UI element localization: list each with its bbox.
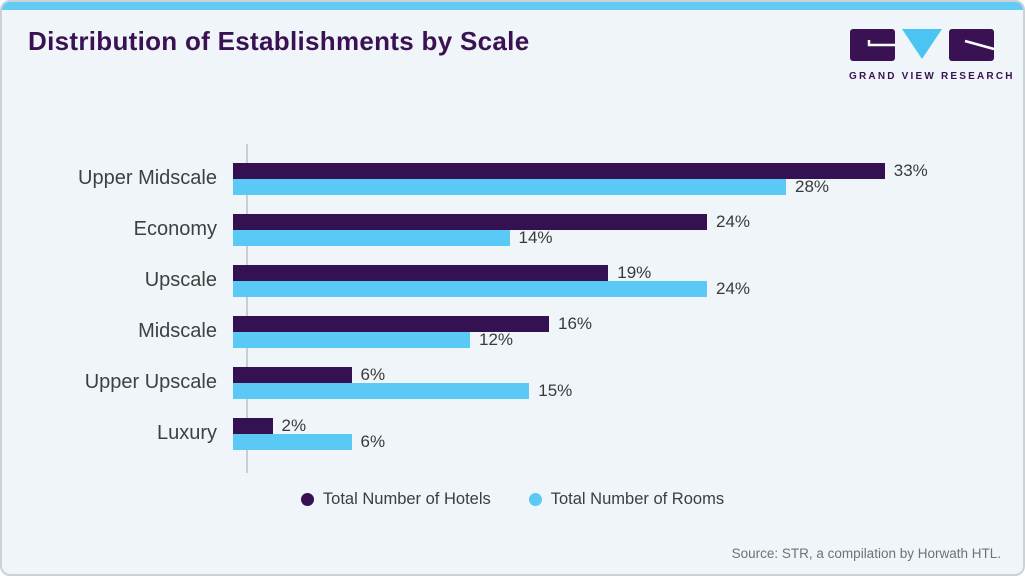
rooms-legend-dot-icon [528, 493, 542, 506]
bar-hotels [233, 366, 352, 383]
bar-line: 33% [233, 160, 928, 180]
bar-rooms [233, 331, 470, 348]
bar-line: 6% [233, 431, 386, 451]
value-label: 6% [360, 431, 386, 451]
bar-line: 16% [233, 313, 593, 333]
chart-row: Upper Upscale 6% 15% [2, 357, 1023, 408]
bar-line: 24% [233, 211, 751, 231]
bar-hotels [233, 264, 609, 281]
bar-rooms [233, 280, 707, 297]
bar-rooms [233, 178, 786, 195]
bar-group: 2% 6% [233, 415, 386, 451]
bar-line: 19% [233, 262, 750, 282]
category-label: Economy [133, 218, 217, 240]
value-label: 12% [479, 329, 514, 349]
bar-hotels [233, 315, 549, 332]
bar-line: 6% [233, 364, 572, 384]
bar-chart: Upper Midscale 33% 28% Economy 24% 14% Upscale… [2, 153, 1023, 459]
category-label: Luxury [156, 422, 217, 444]
logo-brand-text: GRAND VIEW RESEARCH [849, 71, 1015, 82]
value-label: 2% [281, 415, 307, 435]
hotels-legend-dot-icon [300, 493, 314, 506]
value-label: 15% [538, 380, 573, 400]
top-accent-strip [2, 2, 1023, 10]
legend-item-rooms: Total Number of Rooms [528, 490, 725, 509]
chart-row: Midscale 16% 12% [2, 306, 1023, 357]
y-axis-line [246, 144, 248, 473]
bar-hotels [233, 162, 885, 179]
category-label: Midscale [138, 320, 217, 342]
bar-rooms [233, 382, 530, 399]
legend-label: Total Number of Rooms [550, 490, 725, 508]
bar-rooms [233, 433, 352, 450]
page-title: Distribution of Establishments by Scale [28, 26, 530, 56]
bar-group: 6% 15% [233, 364, 573, 400]
bar-group: 24% 14% [233, 211, 751, 247]
bar-line: 15% [233, 380, 573, 400]
bar-line: 12% [233, 329, 592, 349]
bar-hotels [233, 213, 707, 230]
category-label: Upper Midscale [78, 167, 217, 189]
value-label: 14% [518, 227, 553, 247]
legend-label: Total Number of Hotels [322, 490, 491, 508]
value-label: 24% [716, 278, 751, 298]
chart-legend: Total Number of Hotels Total Number of R… [2, 490, 1023, 509]
bar-line: 14% [233, 227, 750, 247]
bar-line: 28% [233, 176, 928, 196]
chart-row: Economy 24% 14% [2, 204, 1023, 255]
bar-line: 24% [233, 278, 751, 298]
gvr-logo: GRAND VIEW RESEARCH [849, 28, 1015, 82]
chart-row: Upper Midscale 33% 28% [2, 153, 1023, 204]
category-label: Upscale [144, 269, 217, 291]
value-label: 19% [617, 262, 652, 282]
value-label: 33% [893, 160, 928, 180]
category-label: Upper Upscale [84, 371, 217, 393]
chart-row: Upscale 19% 24% [2, 255, 1023, 306]
chart-row: Luxury 2% 6% [2, 408, 1023, 459]
bar-group: 19% 24% [233, 262, 751, 298]
bar-line: 2% [233, 415, 385, 435]
bar-group: 33% 28% [233, 160, 928, 196]
bar-group: 16% 12% [233, 313, 593, 349]
legend-item-hotels: Total Number of Hotels [300, 490, 491, 509]
value-label: 28% [795, 176, 830, 196]
gvr-logo-icon [850, 29, 995, 61]
bar-hotels [233, 417, 273, 434]
value-label: 24% [716, 211, 751, 231]
bar-rooms [233, 229, 510, 246]
value-label: 16% [558, 313, 593, 333]
value-label: 6% [360, 364, 386, 384]
source-attribution: Source: STR, a compilation by Horwath HT… [731, 546, 1001, 561]
